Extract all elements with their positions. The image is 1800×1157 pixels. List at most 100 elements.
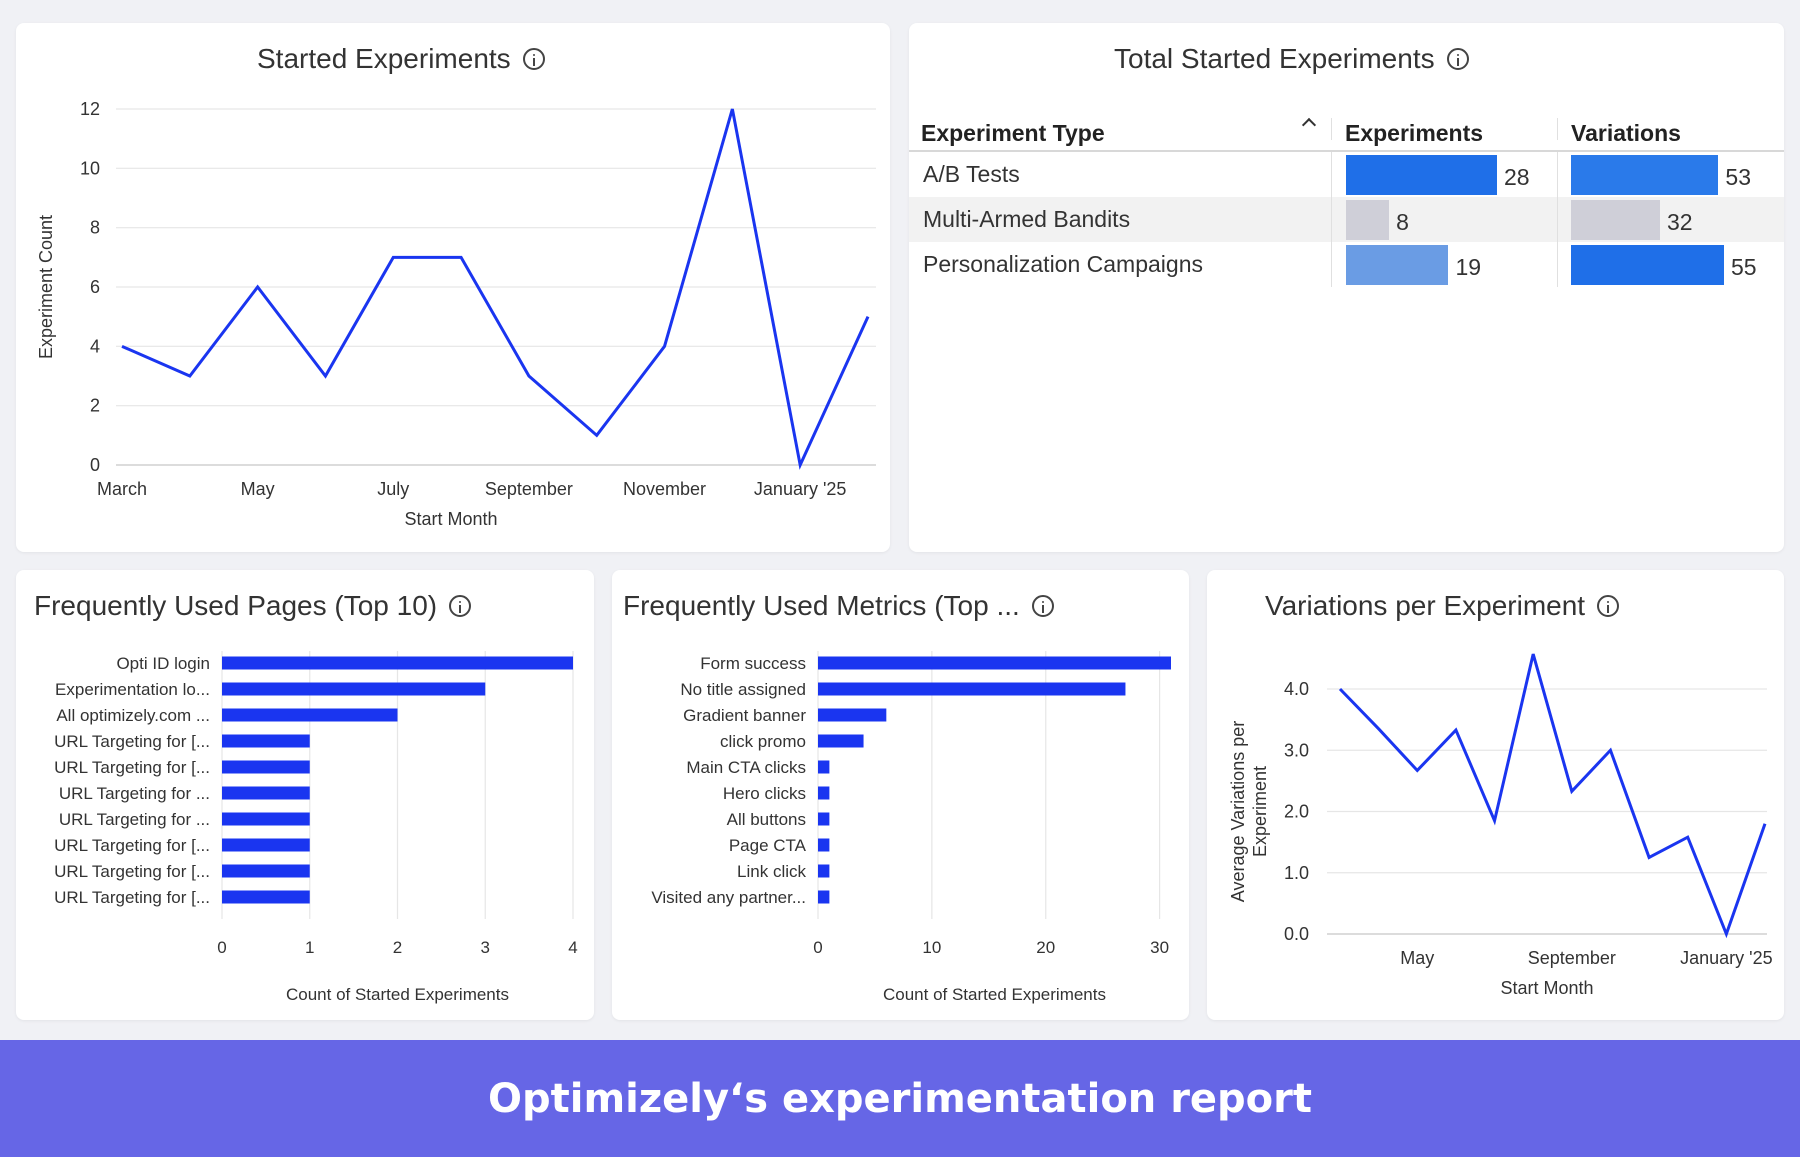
table-body: A/B Tests 28 53 Multi-Armed Bandits 8 32… — [909, 152, 1784, 287]
y-tick-label: 2.0 — [1284, 802, 1309, 822]
variations-per-experiment-chart: 0.0 1.0 2.0 3.0 4.0 May September January '25 St… — [1228, 653, 1773, 998]
info-icon[interactable] — [449, 595, 472, 617]
chevron-up-icon[interactable] — [1301, 117, 1317, 133]
table-row[interactable]: Multi-Armed Bandits 8 32 — [909, 197, 1784, 242]
category-label: Main CTA clicks — [686, 758, 806, 777]
bar — [818, 708, 887, 722]
y-tick-label: 4.0 — [1284, 679, 1309, 699]
category-label: Link click — [737, 862, 806, 881]
table-row[interactable]: Personalization Campaigns 19 55 — [909, 242, 1784, 287]
category-label: Visited any partner... — [651, 888, 806, 907]
bar — [222, 864, 310, 878]
experiments-value: 19 — [1455, 254, 1482, 280]
category-label: URL Targeting for [... — [54, 732, 210, 751]
x-tick-label: 0 — [217, 938, 226, 957]
frequently-used-pages-title: Frequently Used Pages (Top 10) — [34, 590, 472, 622]
category-label: URL Targeting for ... — [59, 784, 210, 803]
experiments-bar — [1346, 200, 1390, 240]
bar — [818, 734, 864, 748]
y-tick-label: 12 — [80, 99, 100, 119]
started-experiments-title: Started Experiments — [257, 43, 545, 75]
experiments-bar — [1346, 245, 1449, 285]
y-tick-label: 10 — [80, 158, 100, 178]
variations-value: 53 — [1725, 164, 1752, 190]
frequently-used-pages-chart: 0 1 2 3 4 Opti ID login Experimentation lo... A… — [54, 651, 578, 1004]
frequently-used-pages-card: Frequently Used Pages (Top 10) 0 1 2 3 4 Opti… — [16, 570, 594, 1020]
x-tick-label: July — [377, 479, 409, 499]
experiments-bar — [1346, 155, 1497, 195]
category-label: All buttons — [727, 810, 806, 829]
x-axis-label: Start Month — [404, 509, 497, 529]
bar — [818, 864, 830, 878]
row-name: Personalization Campaigns — [923, 251, 1203, 277]
x-axis-label: Count of Started Experiments — [883, 985, 1106, 1004]
y-tick-label: 0 — [90, 455, 100, 475]
total-started-experiments-card: Total Started Experiments Experiment Typ… — [909, 23, 1784, 552]
category-label: Hero clicks — [723, 784, 806, 803]
bar — [222, 708, 398, 722]
frequently-used-metrics-card: Frequently Used Metrics (Top ... 0 10 20 30… — [612, 570, 1189, 1020]
info-icon[interactable] — [1031, 595, 1054, 617]
started-experiments-chart: 0 2 4 6 8 10 12 March May July September November Ja… — [36, 99, 876, 529]
experiments-value: 28 — [1504, 164, 1530, 190]
y-tick-label: 2 — [90, 396, 100, 416]
series-line — [121, 108, 870, 470]
variations-bar — [1571, 245, 1724, 285]
row-name: A/B Tests — [923, 161, 1020, 187]
started-experiments-card: Started Experiments 0 2 4 6 8 10 12 March May Jul… — [16, 23, 890, 552]
x-tick-label: 30 — [1150, 938, 1169, 957]
x-tick-label: 3 — [481, 938, 490, 957]
info-icon[interactable] — [1446, 48, 1469, 70]
x-axis-label: Count of Started Experiments — [286, 985, 509, 1004]
category-label: URL Targeting for [... — [54, 862, 210, 881]
category-label: click promo — [720, 732, 806, 751]
bar — [818, 656, 1171, 670]
y-tick-label: 4 — [90, 336, 100, 356]
category-label: URL Targeting for ... — [59, 810, 210, 829]
y-tick-label: 6 — [90, 277, 100, 297]
experiment-type-table: Experiment Type Experiments Variations A… — [909, 108, 1784, 287]
bar — [818, 682, 1126, 696]
variations-per-experiment-card: Variations per Experiment 0.0 1.0 2.0 3.0 4.… — [1207, 570, 1784, 1020]
x-tick-label: March — [97, 479, 147, 499]
bar — [222, 786, 310, 800]
y-tick-label: 1.0 — [1284, 863, 1309, 883]
category-label: Experimentation lo... — [55, 680, 210, 699]
bar — [222, 838, 310, 852]
frequently-used-metrics-chart: 0 10 20 30 Form success No title assigned Grad… — [651, 651, 1171, 1004]
total-started-experiments-title: Total Started Experiments — [1114, 43, 1469, 75]
variations-value: 32 — [1667, 209, 1693, 235]
frequently-used-metrics-title-text: Frequently Used Metrics (Top ... — [623, 590, 1020, 621]
category-label: URL Targeting for [... — [54, 836, 210, 855]
variations-per-experiment-title: Variations per Experiment — [1265, 590, 1620, 622]
frequently-used-metrics-title: Frequently Used Metrics (Top ... — [623, 590, 1054, 622]
experiments-value: 8 — [1396, 209, 1409, 235]
y-axis-label: Average Variations per — [1228, 721, 1248, 902]
x-axis-label: Start Month — [1500, 978, 1593, 998]
total-started-experiments-title-text: Total Started Experiments — [1114, 43, 1435, 74]
column-header-experiment-type[interactable]: Experiment Type — [921, 120, 1105, 146]
table-row[interactable]: A/B Tests 28 53 — [909, 152, 1784, 197]
info-icon[interactable] — [1597, 595, 1620, 617]
variations-bar — [1571, 200, 1661, 240]
info-icon[interactable] — [522, 48, 545, 70]
bar — [222, 760, 310, 774]
row-name: Multi-Armed Bandits — [923, 206, 1131, 232]
column-header-experiments[interactable]: Experiments — [1345, 120, 1484, 146]
variations-bar — [1571, 155, 1719, 195]
caption-text: Optimizely‘s experimentation report — [487, 1075, 1313, 1122]
x-tick-label: May — [241, 479, 275, 499]
category-label: Page CTA — [729, 836, 807, 855]
category-label: No title assigned — [680, 680, 806, 699]
bar — [818, 838, 830, 852]
bar — [818, 760, 830, 774]
y-tick-label: 3.0 — [1284, 740, 1309, 760]
bar — [222, 890, 310, 904]
table-header: Experiment Type Experiments Variations — [909, 108, 1784, 152]
bar — [222, 682, 486, 696]
bar — [818, 890, 830, 904]
x-tick-label: September — [485, 479, 573, 499]
bar — [222, 734, 310, 748]
series-line — [1338, 653, 1767, 939]
column-header-variations[interactable]: Variations — [1571, 120, 1681, 146]
